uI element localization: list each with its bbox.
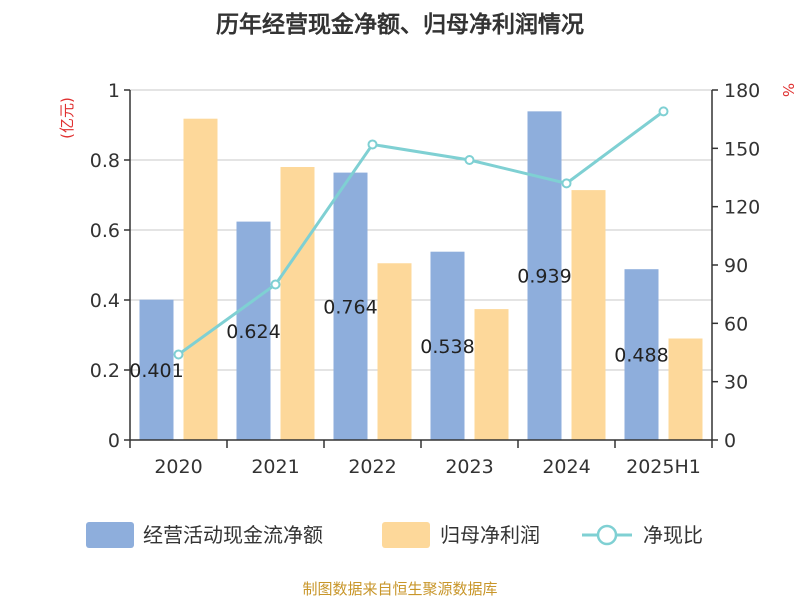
bar-value-label: 0.488: [614, 345, 668, 367]
legend-swatch-netprofit: [382, 522, 430, 548]
left-tick-label: 0.2: [90, 360, 120, 382]
right-axis-unit: %: [779, 83, 797, 97]
ratio-point: [561, 178, 572, 189]
bar-value-label: 0.538: [420, 336, 474, 358]
bar-cashflow: [527, 111, 562, 440]
left-tick-label: 1: [108, 80, 120, 102]
bar-value-label: 0.764: [323, 296, 377, 318]
x-tick-label: 2024: [542, 456, 590, 478]
bars: [139, 111, 703, 440]
bar-cashflow: [624, 269, 659, 440]
ratio-point: [367, 139, 378, 150]
right-tick-label: 120: [724, 197, 760, 219]
bar-value-label: 0.939: [517, 266, 571, 288]
right-tick-label: 180: [724, 80, 760, 102]
chart-title: 历年经营现金净额、归母净利润情况: [216, 11, 584, 38]
right-axis-ticks: 0 30 60 90 120 150 180: [712, 80, 760, 452]
data-labels: 0.401 0.624 0.764 0.538 0.939 0.488: [129, 266, 668, 382]
left-tick-label: 0.8: [90, 150, 120, 172]
bar-cashflow: [236, 221, 271, 440]
legend-swatch-cashflow: [86, 522, 134, 548]
bar-cashflow: [139, 299, 174, 440]
ratio-point: [464, 155, 475, 165]
bar-netprofit: [183, 118, 218, 440]
right-tick-label: 60: [724, 313, 748, 335]
legend: 经营活动现金流净额 归母净利润 净现比: [86, 522, 703, 548]
left-axis-ticks: 0 0.2 0.4 0.6 0.8 1: [90, 80, 130, 452]
legend-label-netprofit: 归母净利润: [440, 523, 540, 547]
right-tick-label: 0: [724, 430, 736, 452]
right-tick-label: 150: [724, 138, 760, 160]
bar-cashflow: [333, 172, 368, 440]
ratio-line-path: [177, 110, 665, 356]
bar-netprofit: [280, 167, 315, 440]
left-tick-label: 0.6: [90, 220, 120, 242]
x-tick-label: 2023: [445, 456, 493, 478]
x-axis-ticks: 2020 2021 2022 2023 2024 2025H1: [129, 440, 713, 478]
gridlines: [130, 89, 712, 371]
legend-label-ratio: 净现比: [643, 523, 703, 547]
bar-value-label: 0.624: [226, 321, 280, 343]
bar-netprofit: [377, 263, 412, 440]
x-tick-label: 2022: [348, 456, 396, 478]
ratio-point: [173, 349, 184, 360]
legend-label-cashflow: 经营活动现金流净额: [143, 523, 323, 547]
ratio-line: [173, 106, 669, 360]
bar-cashflow: [430, 251, 465, 440]
ratio-point: [658, 106, 669, 117]
bar-netprofit: [474, 309, 509, 440]
left-axis-unit: (亿元): [58, 97, 76, 139]
x-tick-label: 2020: [154, 456, 202, 478]
left-tick-label: 0.4: [90, 290, 120, 312]
left-tick-label: 0: [108, 430, 120, 452]
bar-netprofit: [668, 338, 703, 440]
bar-value-label: 0.401: [129, 360, 183, 382]
legend-marker-ratio: [596, 524, 618, 546]
x-tick-label: 2021: [251, 456, 299, 478]
right-tick-label: 30: [724, 372, 748, 394]
ratio-point: [270, 279, 281, 290]
x-tick-label: 2025H1: [626, 456, 701, 478]
source-note: 制图数据来自恒生聚源数据库: [302, 580, 497, 598]
right-tick-label: 90: [724, 255, 748, 277]
bar-netprofit: [571, 190, 606, 440]
